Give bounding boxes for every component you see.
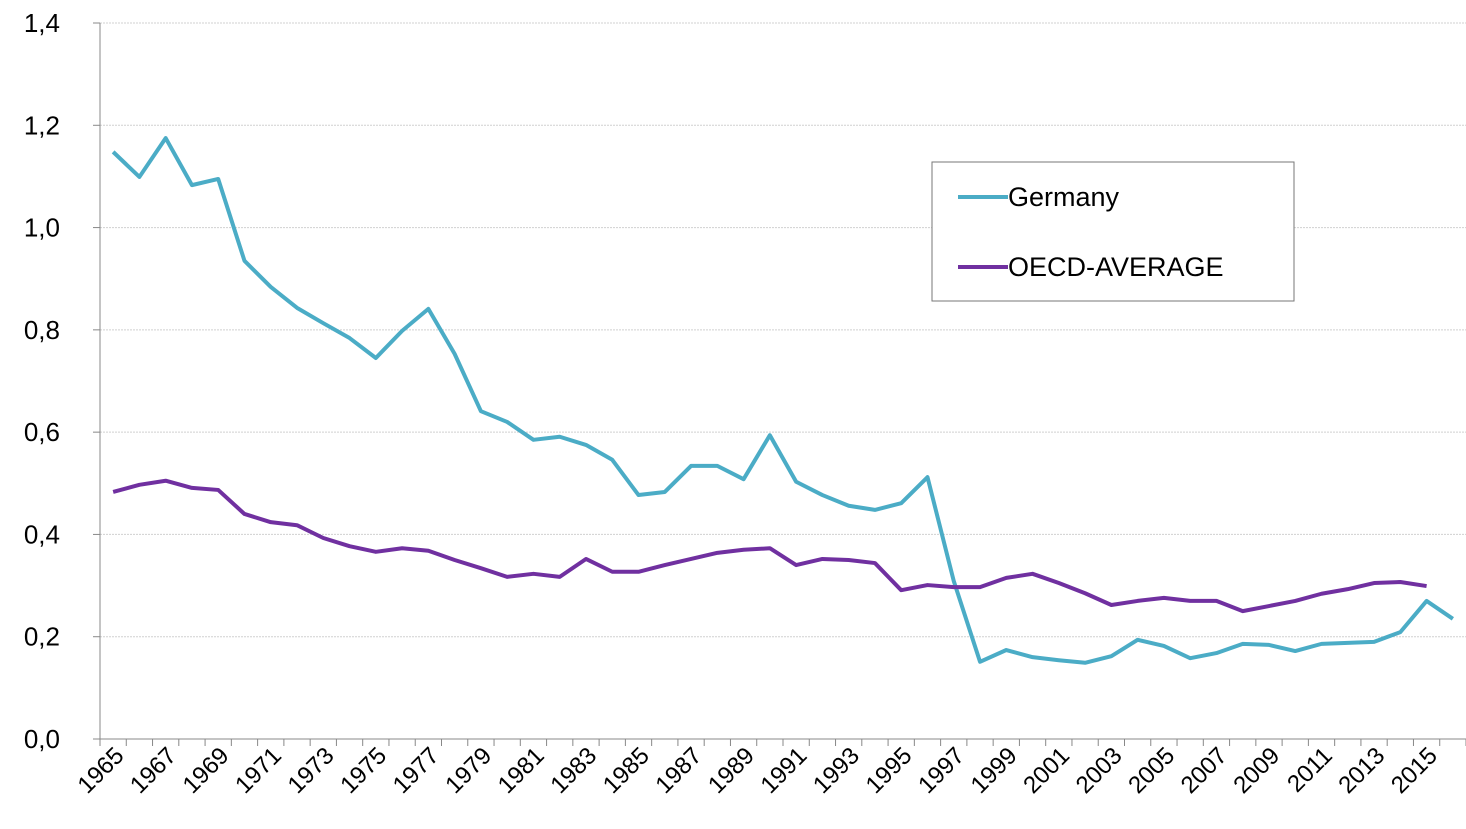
y-tick-label: 1,0 — [24, 213, 60, 243]
legend-label: Germany — [1008, 182, 1120, 212]
y-tick-label: 0,0 — [24, 724, 60, 754]
legend: Germany OECD-AVERAGE — [931, 161, 1295, 302]
legend-label: OECD-AVERAGE — [1008, 252, 1224, 282]
x-tick-label: 1969 — [178, 742, 235, 799]
x-tick-label: 1995 — [861, 742, 918, 799]
x-tick-label: 1979 — [440, 742, 497, 799]
x-tick-label: 1999 — [966, 742, 1023, 799]
x-tick-label: 1987 — [650, 742, 707, 799]
x-tick-label: 1983 — [545, 742, 602, 799]
x-tick-label: 2003 — [1071, 742, 1128, 799]
y-tick-label: 0,6 — [24, 417, 60, 447]
y-tick-label: 1,4 — [24, 8, 60, 38]
x-tick-label: 2009 — [1228, 742, 1285, 799]
x-tick-label: 1967 — [125, 742, 182, 799]
x-tick-label: 2007 — [1176, 742, 1233, 799]
x-tick-label: 2011 — [1282, 742, 1338, 798]
legend-box — [931, 161, 1295, 302]
x-tick-label: 1971 — [230, 742, 287, 799]
y-tick-label: 0,4 — [24, 519, 60, 549]
x-tick-label: 1993 — [808, 742, 865, 799]
series-line — [112, 478, 1427, 614]
x-tick-label: 1977 — [388, 742, 445, 799]
x-tick-label: 2013 — [1333, 742, 1390, 799]
x-tick-label: 1973 — [283, 742, 340, 799]
x-tick-label: 1989 — [703, 742, 760, 799]
x-tick-label: 2005 — [1123, 742, 1180, 799]
y-tick-label: 1,2 — [24, 110, 60, 140]
y-tick-label: 0,8 — [24, 315, 60, 345]
x-tick-label: 1991 — [756, 742, 813, 799]
x-tick-label: 1985 — [598, 742, 655, 799]
x-tick-label: 2015 — [1386, 742, 1443, 799]
x-tick-label: 1975 — [335, 742, 392, 799]
y-tick-label: 0,2 — [24, 622, 60, 652]
x-tick-label: 1965 — [73, 742, 130, 799]
x-tick-label: 1981 — [493, 742, 550, 799]
x-tick-label: 1997 — [913, 742, 970, 799]
x-tick-label: 2001 — [1018, 742, 1075, 799]
series-line — [111, 136, 1454, 665]
